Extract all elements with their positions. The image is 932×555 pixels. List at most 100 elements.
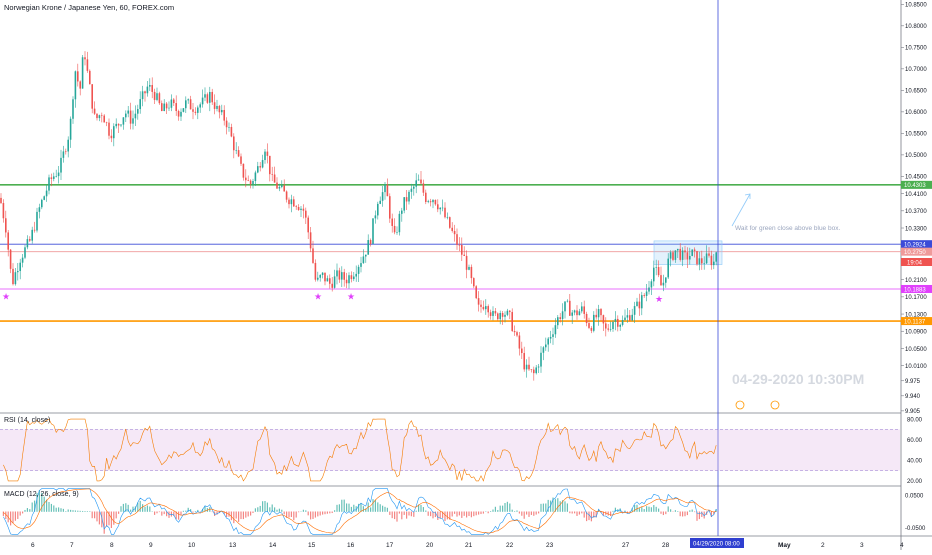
macd-histogram-bar <box>384 507 385 512</box>
candle-body <box>197 108 199 113</box>
candle-body <box>192 109 194 112</box>
candle-body <box>480 305 482 307</box>
macd-histogram-bar <box>572 512 573 514</box>
candle-body <box>130 111 132 124</box>
macd-histogram-bar <box>500 506 501 512</box>
candle-body <box>22 258 24 263</box>
candle-body <box>660 275 662 285</box>
candle-body <box>312 248 314 263</box>
candle-body <box>605 323 607 328</box>
macd-histogram-bar <box>89 511 90 512</box>
candle-body <box>487 306 489 312</box>
macd-histogram-bar <box>351 507 352 512</box>
candle-body <box>701 258 703 263</box>
macd-histogram-bar <box>372 499 373 512</box>
candle-body <box>5 218 7 232</box>
macd-histogram-bar <box>296 512 297 518</box>
y-tick-label: 10.1700 <box>905 295 927 301</box>
macd-histogram-bar <box>92 512 93 519</box>
candle-body <box>687 252 689 259</box>
y-tick-label: 10.5000 <box>905 153 927 159</box>
candle-body <box>137 109 139 114</box>
candle-body <box>199 104 201 107</box>
candle-body <box>305 211 307 218</box>
candle-body <box>651 281 653 287</box>
candle-body <box>79 81 81 88</box>
candle-body <box>346 280 348 283</box>
macd-histogram-bar <box>56 508 57 512</box>
macd-histogram-bar <box>677 511 678 512</box>
macd-histogram-bar <box>382 506 383 512</box>
macd-histogram-bar <box>104 512 105 534</box>
macd-histogram-bar <box>267 503 268 512</box>
candle-body <box>343 272 345 280</box>
candle-body <box>547 339 549 345</box>
macd-histogram-bar <box>404 512 405 515</box>
candle-body <box>257 166 259 172</box>
candle-body <box>523 353 525 369</box>
candle-body <box>684 250 686 252</box>
y-tick-label: 9.940 <box>905 394 921 400</box>
macd-signal-line <box>3 489 716 533</box>
candle-body <box>29 239 31 241</box>
macd-histogram-bar <box>411 512 412 517</box>
macd-histogram-bar <box>363 506 364 512</box>
macd-tick-label: -0.0500 <box>905 526 926 532</box>
candle-body <box>120 125 122 126</box>
candle-body <box>53 176 55 179</box>
macd-histogram-bar <box>488 512 489 514</box>
candle-body <box>221 110 223 112</box>
candle-body <box>521 349 523 353</box>
macd-histogram-bar <box>564 501 565 511</box>
candle-body <box>173 99 175 103</box>
candle-body <box>665 277 667 282</box>
candle-body <box>324 273 326 282</box>
trade-note: Wait for green close above blue box. <box>735 225 840 232</box>
candle-body <box>492 311 494 316</box>
x-tick-label: 22 <box>506 542 514 549</box>
macd-histogram-bar <box>519 512 520 514</box>
macd-histogram-bar <box>118 512 119 514</box>
macd-histogram-bar <box>392 512 393 519</box>
candle-body <box>259 166 261 167</box>
candle-body <box>468 267 470 270</box>
macd-histogram-bar <box>567 503 568 511</box>
candle-body <box>156 93 158 100</box>
x-tick-label: 17 <box>386 542 394 549</box>
candle-body <box>509 311 511 312</box>
macd-histogram-bar <box>262 501 263 512</box>
y-tick-label: 10.4100 <box>905 192 927 198</box>
macd-histogram-bar <box>236 512 237 519</box>
macd-histogram-bar <box>312 512 313 519</box>
macd-histogram-bar <box>509 503 510 511</box>
star-marker: ★ <box>347 292 355 302</box>
candle-body <box>12 269 14 284</box>
y-tick-label: 10.3700 <box>905 209 927 215</box>
x-tick-label: 28 <box>662 542 670 549</box>
macd-histogram-bar <box>185 511 186 512</box>
x-tick-label: 13 <box>229 542 237 549</box>
candle-body <box>475 286 477 298</box>
x-tick-label: 6 <box>31 542 35 549</box>
candle-body <box>545 345 547 348</box>
candle-body <box>293 199 295 206</box>
macd-histogram-bar <box>240 512 241 520</box>
rsi-tick-label: 80.00 <box>907 417 923 423</box>
macd-histogram-bar <box>284 512 285 515</box>
macd-histogram-bar <box>504 503 505 512</box>
macd-histogram-bar <box>142 504 143 512</box>
candle-body <box>60 158 62 173</box>
macd-histogram-bar <box>692 510 693 512</box>
candle-body <box>10 250 12 269</box>
candle-body <box>267 152 269 156</box>
x-tick-label: 3 <box>860 542 864 549</box>
candle-body <box>46 191 48 197</box>
candle-body <box>607 329 609 330</box>
candle-body <box>562 311 564 319</box>
level-price-label: 10.1883 <box>904 287 926 293</box>
macd-histogram-bar <box>10 512 11 526</box>
cursor-date-label: 04/29/2020 08:00 <box>693 542 740 548</box>
candle-body <box>497 313 499 319</box>
